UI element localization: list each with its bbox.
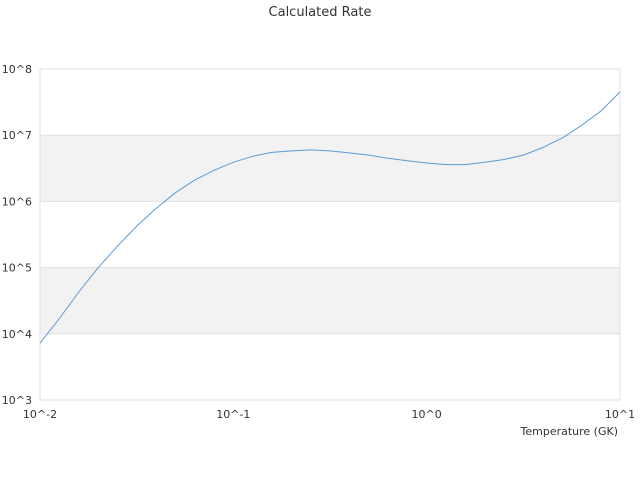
series-line — [39, 91, 621, 344]
y-tick-label: 10^8 — [2, 63, 32, 76]
grid-band — [40, 267, 620, 334]
chart-title: Calculated Rate — [269, 5, 372, 20]
y-axis: 10^3 10^4 10^5 10^6 10^7 10^8 — [2, 63, 32, 407]
grid-band — [40, 135, 620, 202]
y-tick-label: 10^3 — [2, 394, 32, 407]
y-tick-label: 10^4 — [2, 328, 32, 341]
grid-bands — [40, 135, 620, 334]
x-axis: 10^-2 10^-1 10^0 10^1 — [23, 408, 635, 421]
x-tick-label: 10^-2 — [23, 408, 57, 421]
series-layer — [39, 91, 621, 344]
x-tick-label: 10^1 — [605, 408, 635, 421]
x-axis-title: Temperature (GK) — [520, 425, 619, 438]
x-tick-label: 10^-1 — [216, 408, 250, 421]
y-tick-label: 10^6 — [2, 195, 32, 208]
y-tick-label: 10^7 — [2, 129, 32, 142]
grid-lines — [39, 68, 621, 401]
x-tick-label: 10^0 — [412, 408, 442, 421]
y-tick-label: 10^5 — [2, 262, 32, 275]
